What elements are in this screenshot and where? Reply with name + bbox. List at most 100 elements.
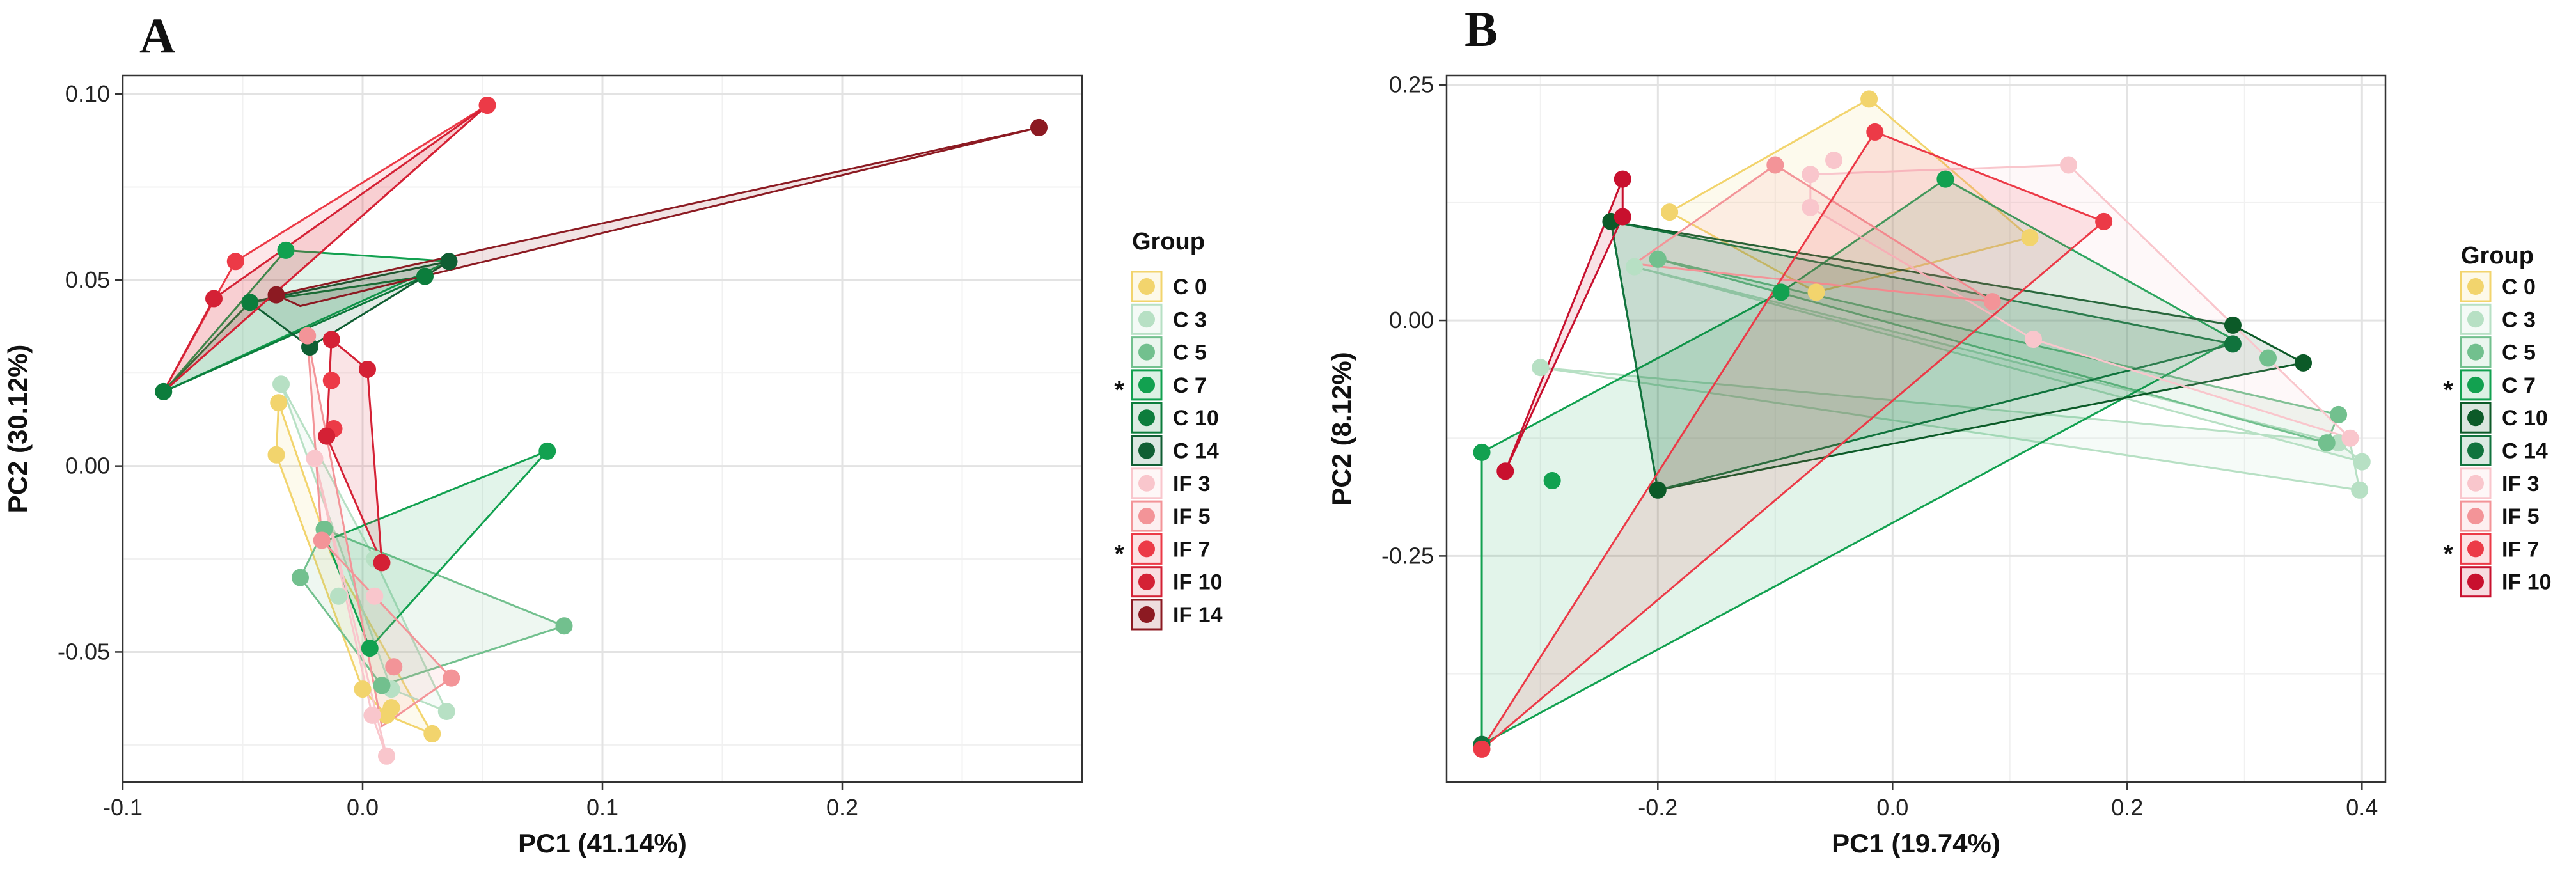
legend-key-point xyxy=(2467,508,2484,525)
data-point-if-14 xyxy=(267,286,285,304)
data-point-c-10 xyxy=(1649,481,1667,499)
legend-label: C 0 xyxy=(2502,275,2536,299)
data-point-if-5 xyxy=(1766,156,1784,174)
legend-label: IF 3 xyxy=(1173,472,1211,496)
data-point-c-7 xyxy=(277,241,295,259)
legend-item: C 10 xyxy=(1131,402,1219,434)
data-point-if-10 xyxy=(205,290,223,308)
hull-if-5 xyxy=(306,334,453,728)
legend-item: C 14 xyxy=(1131,435,1219,466)
legend-key-point xyxy=(2467,540,2484,558)
data-point-if-10 xyxy=(359,360,376,378)
data-point-if-10 xyxy=(373,554,391,572)
data-point-c-10 xyxy=(2224,316,2242,334)
data-point-if-10 xyxy=(1614,208,1631,226)
legend-key-point xyxy=(2467,409,2484,427)
legend-label: IF 3 xyxy=(2502,472,2540,496)
data-point-if-7 xyxy=(322,372,340,389)
y-axis-title: PC2 (30.12%) xyxy=(3,345,33,514)
legend-title: Group xyxy=(2461,242,2534,269)
legend-key-point xyxy=(1138,311,1155,328)
data-point-c-0 xyxy=(270,394,288,412)
legend-title: Group xyxy=(1132,228,1205,255)
y-tick-label: 0.00 xyxy=(65,453,110,479)
data-point-if-3 xyxy=(1825,152,1843,169)
y-tick-label: -0.25 xyxy=(1381,542,1434,569)
data-point-c-3 xyxy=(1626,258,1644,276)
data-point-c-3 xyxy=(2351,481,2369,499)
legend-label: IF 10 xyxy=(2502,570,2551,595)
hull-if-14 xyxy=(275,126,1040,308)
data-point-c-0 xyxy=(1661,203,1679,221)
legend-label: C 10 xyxy=(1173,406,1219,430)
x-tick-label: 0.0 xyxy=(1876,794,1908,820)
data-point-c-3 xyxy=(330,587,347,605)
legend-key-point xyxy=(1138,573,1155,590)
hull-c-10 xyxy=(162,275,426,393)
legend-star-marker: * xyxy=(2443,376,2453,404)
legend-item: IF 14 xyxy=(1131,599,1223,631)
x-tick-label: -0.1 xyxy=(103,794,143,820)
legend-key xyxy=(2460,369,2492,401)
data-point-c-7 xyxy=(1772,283,1790,301)
data-point-if-3 xyxy=(363,706,381,724)
legend-label: C 3 xyxy=(2502,308,2536,332)
data-point-c-3 xyxy=(272,375,290,393)
data-point-if-14 xyxy=(1030,118,1048,136)
legend-item: C 5 xyxy=(2460,336,2536,368)
data-point-c-7 xyxy=(538,442,556,460)
data-point-c-0 xyxy=(382,699,400,717)
legend-star-marker: * xyxy=(2443,540,2453,568)
data-point-if-5 xyxy=(313,531,331,549)
data-point-c-0 xyxy=(423,725,441,742)
legend-key-point xyxy=(2467,573,2484,590)
data-point-if-3 xyxy=(366,587,384,605)
legend-key-point xyxy=(2467,376,2484,393)
data-point-if-7 xyxy=(1473,740,1491,758)
legend-label: C 5 xyxy=(2502,341,2536,365)
data-point-c-14 xyxy=(440,253,458,271)
legend-item: C 7 * xyxy=(1114,369,1207,404)
data-point-if-10 xyxy=(1496,462,1514,480)
y-tick-label: 0.10 xyxy=(65,81,110,107)
data-point-if-3 xyxy=(378,747,395,765)
legend-item: IF 5 xyxy=(2460,500,2540,532)
x-tick-label: -0.2 xyxy=(1638,794,1677,820)
data-point-if-7 xyxy=(478,97,496,114)
panel-label: B xyxy=(1465,1,1498,57)
data-point-c-7 xyxy=(1473,443,1491,461)
legend-key-point xyxy=(1138,508,1155,525)
legend-label: IF 7 xyxy=(2502,537,2540,561)
x-axis-title: PC1 (41.14%) xyxy=(518,828,687,858)
legend-star-marker: * xyxy=(1114,540,1124,568)
data-point-c-7 xyxy=(361,640,379,657)
data-point-c-0 xyxy=(354,680,372,698)
data-point-c-5 xyxy=(2259,349,2277,367)
x-tick-label: 0.4 xyxy=(2346,794,2378,820)
data-point-c-0 xyxy=(267,446,285,464)
data-point-c-10 xyxy=(241,294,259,311)
data-point-c-3 xyxy=(2353,453,2371,471)
data-point-if-5 xyxy=(443,669,460,687)
legend-label: C 10 xyxy=(2502,406,2548,430)
data-point-c-5 xyxy=(2330,405,2348,423)
y-tick-label: -0.05 xyxy=(58,638,110,664)
x-tick-label: 0.1 xyxy=(586,794,618,820)
data-point-if-10 xyxy=(322,331,340,349)
data-point-c-7 xyxy=(1543,472,1561,490)
legend-label: IF 5 xyxy=(1173,505,1211,529)
data-point-c-3 xyxy=(1532,359,1550,377)
data-point-if-3 xyxy=(1802,198,1819,216)
legend-label: C 0 xyxy=(1173,275,1207,299)
legend-label: C 3 xyxy=(1173,308,1207,332)
data-point-c-14 xyxy=(2224,335,2242,353)
legend-item: C 5 xyxy=(1131,336,1207,368)
data-point-if-5 xyxy=(1983,293,2001,311)
data-point-if-3 xyxy=(2341,429,2359,447)
legend-item: C 0 xyxy=(1131,271,1207,302)
legend-key-point xyxy=(1138,540,1155,558)
data-point-if-7 xyxy=(226,253,244,271)
